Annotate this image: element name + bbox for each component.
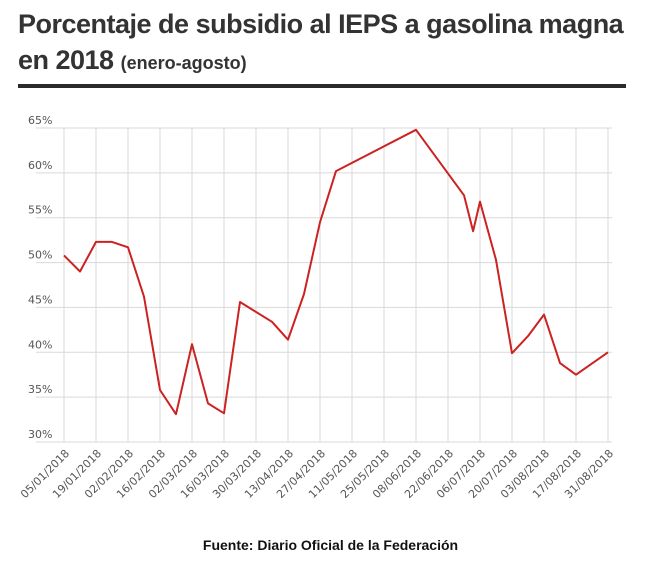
y-gridlines xyxy=(36,127,612,443)
source-note: Fuente: Diario Oficial de la Federación xyxy=(202,537,459,553)
chart-title-sub: (enero-agosto) xyxy=(120,53,247,73)
chart-title-main: Porcentaje de subsidio al IEPS a gasolin… xyxy=(18,9,624,75)
x-axis-labels: 05/01/201819/01/201802/02/201816/02/2018… xyxy=(18,447,616,501)
y-axis-labels: 30% 35% 40% 45% 50% 55% 60% 65% xyxy=(28,114,52,441)
x-gridlines xyxy=(63,128,609,442)
title-divider xyxy=(18,84,626,88)
series-layer xyxy=(63,128,609,416)
chart-title: Porcentaje de subsidio al IEPS a gasolin… xyxy=(18,6,638,81)
series-line xyxy=(63,128,609,416)
line-chart: 30% 35% 40% 45% 50% 55% 60% 65% 05/01/201819/01… xyxy=(18,114,616,501)
y-tick-label: 40% xyxy=(28,338,52,351)
y-tick-label: 60% xyxy=(28,159,52,172)
y-tick-label: 65% xyxy=(28,114,52,127)
y-tick-label: 35% xyxy=(28,383,52,396)
y-tick-label: 45% xyxy=(28,293,52,306)
y-tick-label: 50% xyxy=(28,249,52,262)
y-tick-label: 30% xyxy=(28,428,52,441)
y-tick-label: 55% xyxy=(28,204,52,217)
